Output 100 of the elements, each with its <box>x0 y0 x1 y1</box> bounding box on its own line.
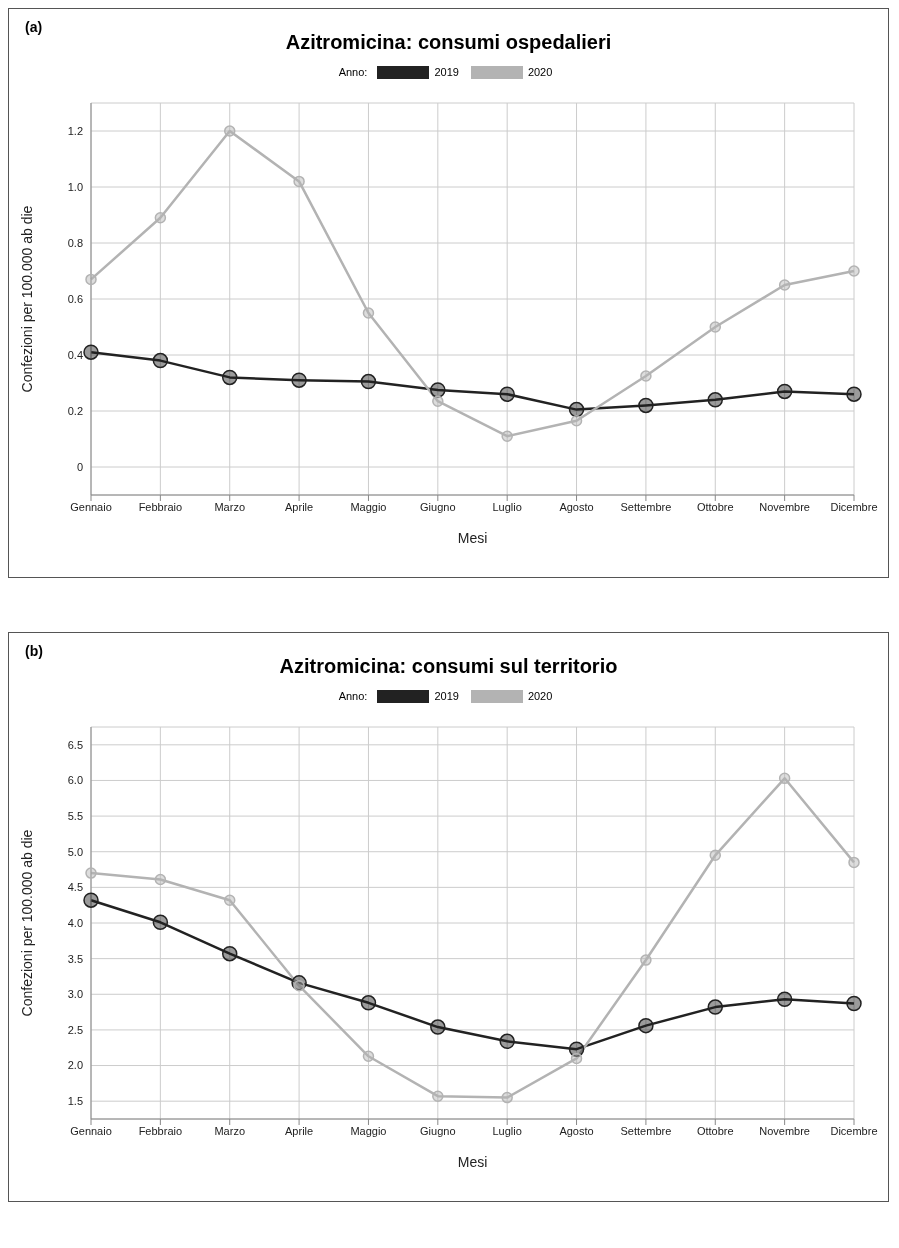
y-tick-label: 0.6 <box>67 292 83 305</box>
point <box>293 979 305 992</box>
legend-label: 2020 <box>527 690 553 702</box>
y-tick-label: 1.2 <box>67 124 83 137</box>
point <box>83 344 99 360</box>
point <box>223 125 236 137</box>
y-axis-title: Confezioni per 100.000 ab die <box>18 829 35 1017</box>
x-tick-label: Settembre <box>620 500 672 513</box>
x-tick-label: Dicembre <box>830 1124 878 1137</box>
point <box>499 1033 515 1050</box>
point <box>501 430 513 442</box>
x-tick-label: Gennaio <box>70 1124 112 1137</box>
x-tick-label: Settembre <box>620 1124 672 1137</box>
point <box>432 1090 444 1102</box>
point <box>707 392 724 408</box>
text: (a) <box>25 19 43 35</box>
legend-label: 2019 <box>434 690 459 702</box>
point <box>154 212 167 224</box>
point <box>360 373 377 390</box>
point <box>499 386 515 402</box>
point <box>707 999 724 1015</box>
point <box>362 1050 375 1063</box>
point <box>848 856 860 869</box>
point <box>221 945 238 962</box>
x-tick-label: Febbraio <box>138 1124 183 1137</box>
x-tick-label: Giugno <box>420 500 456 513</box>
point <box>638 397 654 414</box>
point <box>709 849 722 862</box>
x-tick-label: Maggio <box>350 500 387 513</box>
y-tick-label: 0.8 <box>67 236 83 249</box>
point <box>432 395 444 407</box>
point <box>778 772 791 785</box>
point <box>430 1019 446 1035</box>
y-tick-label: 0.4 <box>67 348 83 361</box>
x-tick-label: Novembre <box>759 1124 811 1137</box>
x-tick-label: Agosto <box>559 500 594 513</box>
point <box>568 401 585 418</box>
x-axis-title: Mesi <box>457 530 488 546</box>
x-tick-label: Novembre <box>759 500 811 513</box>
point <box>846 995 862 1012</box>
y-axis-title: Confezioni per 100.000 ab die <box>18 205 35 393</box>
point <box>570 1052 583 1065</box>
chart-title: Azitromicina: consumi ospedalieri <box>285 31 612 53</box>
point <box>83 892 99 908</box>
legend-label: 2019 <box>434 66 459 78</box>
y-tick-label: 3.0 <box>67 988 83 1001</box>
point <box>152 352 169 369</box>
y-tick-label: 1.5 <box>67 1095 83 1108</box>
x-tick-label: Dicembre <box>830 500 878 513</box>
legend-title: Anno: <box>338 690 368 702</box>
x-tick-label: Ottobre <box>696 500 734 513</box>
x-tick-label: Luglio <box>492 500 522 513</box>
x-tick-label: Luglio <box>492 1124 522 1137</box>
point <box>362 307 375 319</box>
point <box>848 265 860 277</box>
y-tick-label: 3.5 <box>67 952 83 965</box>
point <box>85 273 97 286</box>
point <box>570 415 583 427</box>
x-tick-label: Marzo <box>214 500 246 513</box>
x-tick-label: Gennaio <box>70 500 112 513</box>
point <box>709 321 722 333</box>
text: (b) <box>25 643 43 659</box>
point <box>640 370 652 382</box>
y-tick-label: 4.5 <box>67 881 83 894</box>
y-tick-label: 6.5 <box>67 738 83 751</box>
x-tick-label: Ottobre <box>696 1124 734 1137</box>
x-tick-label: Agosto <box>559 1124 594 1137</box>
x-tick-label: Aprile <box>285 500 314 513</box>
point <box>291 372 307 388</box>
point <box>154 873 167 886</box>
point <box>501 1091 513 1104</box>
y-tick-label: 5.0 <box>67 845 83 858</box>
x-tick-label: Aprile <box>285 1124 314 1137</box>
point <box>223 894 236 906</box>
y-tick-label: 6.0 <box>67 774 83 787</box>
x-tick-label: Marzo <box>214 1124 246 1137</box>
y-tick-label: 2.0 <box>67 1059 83 1072</box>
y-tick-label: 0.2 <box>67 404 83 417</box>
y-tick-label: 0 <box>76 460 83 473</box>
point <box>360 995 377 1011</box>
x-tick-label: Maggio <box>350 1124 387 1137</box>
x-tick-label: Giugno <box>420 1124 456 1137</box>
point <box>430 382 446 398</box>
point <box>778 279 791 291</box>
x-tick-label: Febbraio <box>138 500 183 513</box>
point <box>640 954 652 966</box>
y-tick-label: 2.5 <box>67 1023 83 1036</box>
legend-title: Anno: <box>338 66 368 78</box>
point <box>293 175 305 188</box>
x-axis-title: Mesi <box>457 1154 488 1170</box>
y-tick-label: 1.0 <box>67 180 83 193</box>
legend-label: 2020 <box>527 66 553 78</box>
point <box>776 383 793 400</box>
chart-title: Azitromicina: consumi sul territorio <box>279 655 618 677</box>
y-tick-label: 4.0 <box>67 916 83 929</box>
point <box>846 386 862 402</box>
y-tick-label: 5.5 <box>67 810 83 822</box>
point <box>152 914 169 931</box>
point <box>776 991 793 1008</box>
point <box>638 1017 654 1034</box>
